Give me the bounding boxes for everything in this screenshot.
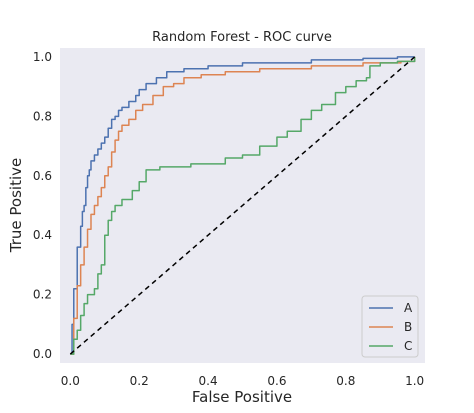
x-tick-labels: 0.0 0.2 0.4 0.6 0.8 1.0 <box>61 374 424 388</box>
y-tick-label: 0.0 <box>33 347 52 361</box>
y-tick-label: 0.2 <box>33 288 52 302</box>
x-axis-label: False Positive <box>192 388 292 406</box>
y-tick-label: 0.8 <box>33 109 52 123</box>
x-tick-label: 0.8 <box>336 374 355 388</box>
x-tick-label: 0.4 <box>199 374 218 388</box>
plot-lines <box>69 56 416 355</box>
roc-line-b <box>70 56 416 355</box>
x-tick-label: 0.6 <box>267 374 286 388</box>
legend-label-a: A <box>404 301 413 315</box>
x-tick-label: 1.0 <box>405 374 424 388</box>
y-tick-label: 0.4 <box>33 228 52 242</box>
roc-line-a <box>70 56 415 355</box>
y-tick-label: 0.6 <box>33 169 52 183</box>
legend: ABC <box>361 295 419 358</box>
reference-diagonal-line <box>69 56 416 355</box>
legend-label-c: C <box>404 339 412 353</box>
x-tick-label: 0.0 <box>61 374 80 388</box>
legend-label-b: B <box>404 320 412 334</box>
x-tick-label: 0.2 <box>130 374 149 388</box>
y-tick-label: 1.0 <box>33 50 52 64</box>
roc-line-c <box>70 56 416 355</box>
y-tick-labels: 0.0 0.2 0.4 0.6 0.8 1.0 <box>33 50 52 361</box>
y-axis-label: True Positive <box>7 158 25 253</box>
chart-title: Random Forest - ROC curve <box>152 30 332 45</box>
